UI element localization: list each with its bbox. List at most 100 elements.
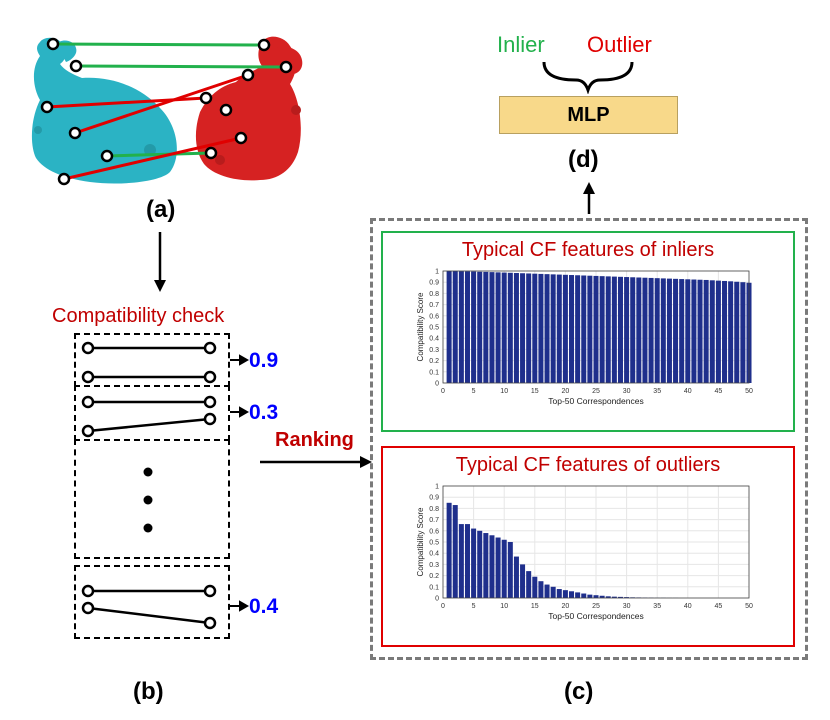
correspondence-endpoints [40,37,293,186]
inlier-xtick-label: 0 [441,388,445,395]
outlier-bar [526,571,532,598]
red-bunny-pointcloud [195,36,303,181]
inlier-ytick-label: 0.8 [429,291,439,298]
inlier-bar [599,276,605,383]
outlier-bar [556,589,562,598]
outlier-xtick-label: 20 [562,603,570,610]
arrow-up-icon [583,182,595,214]
inlier-bar [691,279,697,383]
inlier-xtick-label: 10 [500,388,508,395]
inlier-bar [654,278,660,383]
inlier-bar [544,274,550,383]
inlier-bar [538,273,544,383]
outlier-bar [477,530,483,598]
outlier-label: Outlier [587,32,652,57]
inlier-xtick-label: 15 [531,388,539,395]
inlier-bar [581,275,587,383]
ranking-label: Ranking [275,429,354,451]
inlier-xtick-label: 30 [623,388,631,395]
outlier-bar [458,524,464,598]
outlier-bar [624,597,630,598]
outlier-panel: Typical CF features of outliers 0 5 10 15 20… [381,446,795,647]
inlier-bar [513,273,519,383]
pair-box-ellipsis [74,439,230,559]
inlier-bar [703,279,709,383]
outlier-chart-title: Typical CF features of outliers [455,454,721,476]
inlier-bar [709,280,715,383]
inlier-xtick-label: 35 [653,388,661,395]
outlier-xtick-label: 25 [592,603,600,610]
arrow-down-icon [154,232,166,292]
outlier-ytick-label: 0.1 [429,584,439,591]
outlier-bar [452,505,458,598]
label-b: (b) [133,678,164,705]
outlier-bar [489,535,495,598]
inlier-bar [715,280,721,383]
outlier-bar [575,592,581,598]
outlier-ytick-label: 0.2 [429,573,439,580]
inlier-bar [458,271,464,383]
inlier-bar [520,273,526,383]
outlier-ytick-label: 0.3 [429,562,439,569]
outlier-ytick-label: 0.8 [429,506,439,513]
outlier-bar [587,594,593,598]
inlier-bar [562,274,568,383]
outlier-bar [550,586,556,598]
outlier-axes-box [442,485,750,599]
outlier-bar [617,596,623,598]
outlier-xtick-label: 10 [500,603,508,610]
inlier-ytick-label: 0.3 [429,347,439,354]
outlier-xlabel: Top-50 Correspondences [548,611,643,621]
inlier-bar [642,277,648,383]
inlier-bar [660,278,666,383]
inlier-bar [587,275,593,383]
inlier-bar [532,273,538,383]
cyan-bunny-pointcloud [31,37,177,184]
outlier-ytick-label: 1 [435,484,439,491]
inlier-bar [624,277,630,383]
outlier-bar [605,596,611,598]
outlier-bar [483,533,489,598]
inlier-ytick-label: 0.1 [429,369,439,376]
inlier-bar [617,276,623,383]
ranking-arrow-icon [260,456,372,468]
inlier-xtick-label: 40 [684,388,692,395]
outlier-xtick-label: 45 [715,603,723,610]
inlier-bar [501,272,507,383]
outlier-bar [538,581,544,598]
outlier-bar [581,593,587,598]
outlier-bar [532,576,538,598]
inlier-ytick-label: 0 [435,381,439,388]
bunny-correspondences-illustration [31,36,303,186]
inlier-bar [550,274,556,383]
outlier-bar [471,528,477,598]
inlier-ytick-label: 0.2 [429,358,439,365]
inlier-ytick-label: 0.9 [429,280,439,287]
outlier-ytick-label: 0.5 [429,540,439,547]
outlier-bar [544,584,550,598]
inlier-bar [697,279,703,383]
outlier-bar [495,537,501,598]
outlier-bar [501,539,507,598]
score-pair-n: 0.4 [249,595,279,618]
inlier-xtick-label: 5 [472,388,476,395]
inlier-bar [483,271,489,383]
label-d: (d) [568,146,599,173]
cf-features-container [370,218,808,660]
outlier-xtick-label: 0 [441,603,445,610]
inlier-ytick-label: 0.4 [429,336,439,343]
outlier-bar [446,502,452,598]
outlier-bar [562,590,568,598]
inlier-bar [569,275,575,383]
outlier-xtick-label: 35 [653,603,661,610]
brace-icon [542,61,634,94]
inlier-bar [452,271,458,383]
pair-segments [81,341,250,630]
label-c: (c) [564,678,594,705]
outlier-bar [593,595,599,598]
inlier-bar [679,279,685,383]
inlier-xlabel: Top-50 Correspondences [548,396,643,406]
inlier-xtick-label: 45 [715,388,723,395]
inlier-axes-box [442,270,750,384]
inlier-bar [673,278,679,383]
